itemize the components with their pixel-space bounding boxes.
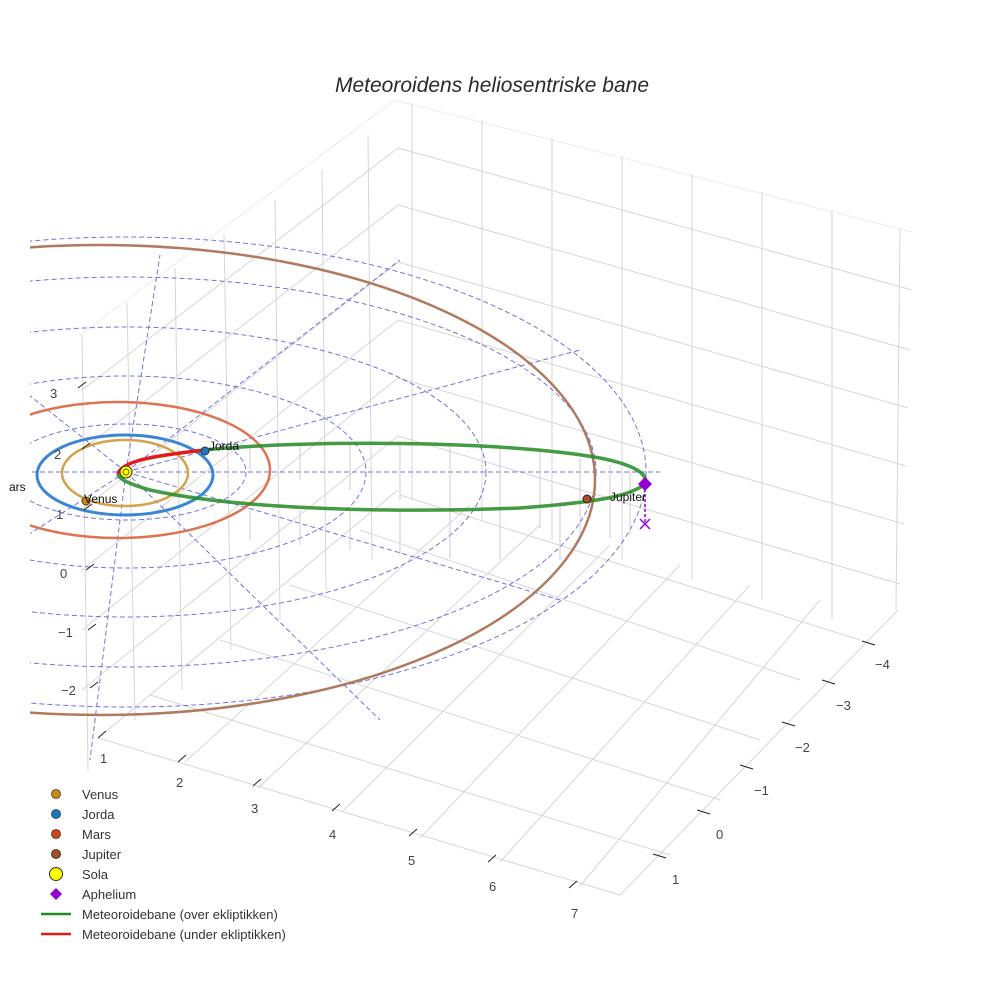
z-tick-m1: −1 [58, 625, 73, 640]
z-tick-1: 1 [56, 507, 63, 522]
circle-marker-icon [36, 844, 78, 864]
x-tick-3: 3 [251, 801, 258, 816]
jupiter-marker[interactable] [582, 494, 592, 504]
aphelium-marker[interactable] [638, 477, 652, 491]
floor-grid [97, 489, 899, 896]
legend-item-orbit-below[interactable]: Meteoroidebane (under ekliptikken) [36, 924, 286, 944]
circle-marker-icon [36, 784, 78, 804]
legend-label: Jupiter [82, 846, 122, 862]
legend-item-mars[interactable]: Mars [36, 824, 286, 844]
sun-marker[interactable] [119, 465, 133, 479]
meteoroid-orbit-above [116, 441, 648, 512]
green-line-icon [36, 904, 78, 924]
y-axis: 1 0 −1 −2 −3 −4 [652, 640, 890, 887]
chart-title: Meteoroidens heliosentriske bane [334, 74, 650, 97]
y-tick-m4: −4 [875, 657, 890, 672]
x-tick-2: 2 [176, 775, 183, 790]
legend-item-sola[interactable]: Sola [36, 864, 286, 884]
y-tick-m2: −2 [795, 740, 810, 755]
legend: Venus Jorda Mars Jupiter Sola Aphelium M… [36, 784, 286, 944]
legend-label: Aphelium [82, 886, 137, 902]
label-jorda: Jorda [209, 439, 239, 453]
earth-orbit [35, 433, 215, 517]
z-tick-0: 0 [60, 566, 67, 581]
legend-item-jorda[interactable]: Jorda [36, 804, 286, 824]
legend-label: Mars [82, 826, 111, 842]
label-jupiter: Jupiter [610, 490, 646, 504]
z-axis: 3 2 1 0 −1 −2 [50, 381, 99, 698]
venus-orbit [60, 438, 190, 508]
y-tick-1: 1 [672, 872, 679, 887]
legend-label: Meteoroidebane (under ekliptikken) [82, 926, 286, 942]
legend-item-orbit-above[interactable]: Meteoroidebane (over ekliptikken) [36, 904, 286, 924]
mars-orbit [30, 400, 272, 540]
jupiter-orbit [30, 243, 597, 717]
sun-marker-icon [36, 864, 78, 884]
drop-lines [249, 444, 631, 560]
y-tick-m3: −3 [836, 698, 851, 713]
z-tick-2: 2 [54, 447, 61, 462]
red-line-icon [36, 924, 78, 944]
venus-marker[interactable] [81, 496, 91, 506]
x-tick-4: 4 [329, 827, 336, 842]
legend-label: Jorda [82, 806, 115, 822]
legend-item-aphelium[interactable]: Aphelium [36, 884, 286, 904]
x-tick-7: 7 [571, 906, 578, 921]
x-tick-5: 5 [408, 853, 415, 868]
x-tick-6: 6 [489, 879, 496, 894]
x-axis: 1 2 3 4 5 6 7 [97, 730, 578, 921]
back-wall-grid [79, 99, 913, 771]
legend-label: Meteoroidebane (over ekliptikken) [82, 906, 278, 922]
legend-item-venus[interactable]: Venus [36, 784, 286, 804]
legend-label: Sola [82, 866, 109, 882]
earth-marker[interactable] [200, 446, 210, 456]
circle-marker-icon [36, 804, 78, 824]
sun-marker-inner [122, 468, 130, 476]
z-tick-m2: −2 [61, 683, 76, 698]
x-tick-1: 1 [100, 751, 107, 766]
y-tick-m1: −1 [754, 783, 769, 798]
legend-item-jupiter[interactable]: Jupiter [36, 844, 286, 864]
aphelium-projection-x [639, 518, 651, 530]
label-mars-clipped: ars [9, 480, 26, 494]
z-tick-3: 3 [50, 386, 57, 401]
label-venus: Venus [84, 492, 117, 506]
legend-label: Venus [82, 786, 119, 802]
y-tick-0: 0 [716, 827, 723, 842]
circle-marker-icon [36, 824, 78, 844]
diamond-marker-icon [36, 884, 78, 904]
